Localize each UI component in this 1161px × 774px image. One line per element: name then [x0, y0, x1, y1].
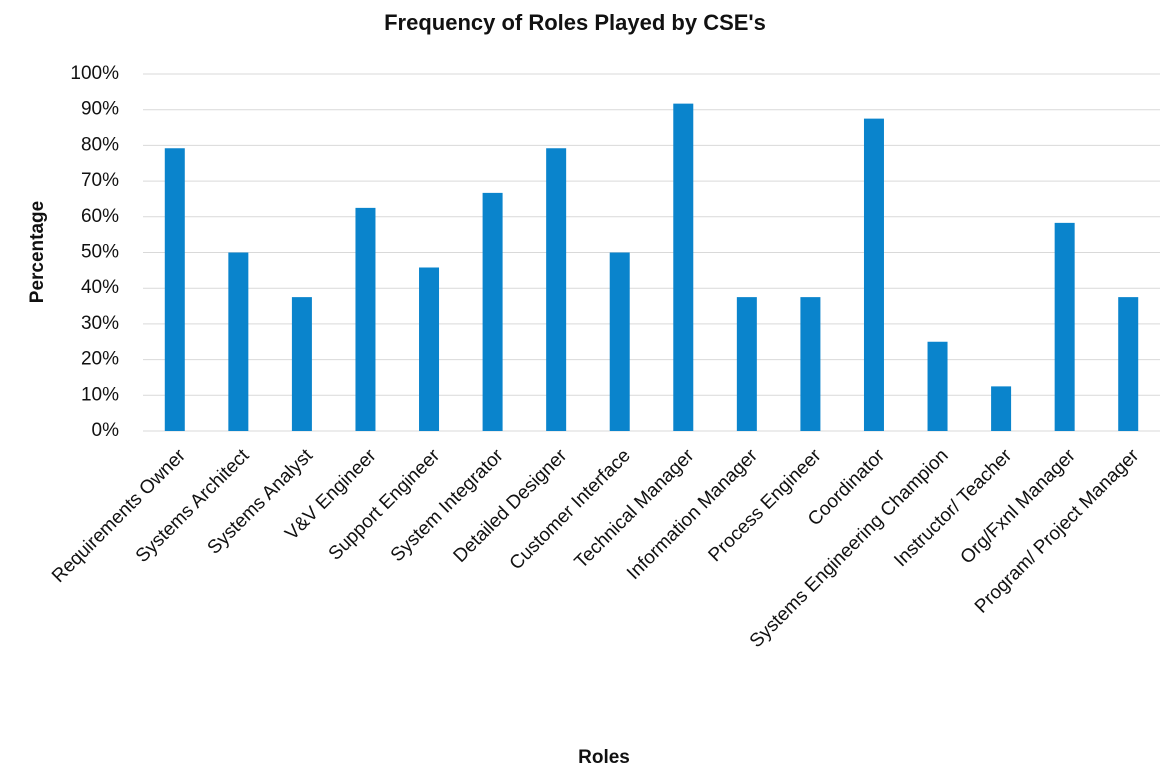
bar [609, 252, 630, 431]
bar [482, 192, 503, 431]
x-tick-label: System Integrator [387, 445, 508, 566]
bar [673, 103, 694, 432]
y-tick-label: 10% [81, 384, 119, 405]
bar [736, 297, 757, 431]
bar [863, 118, 884, 431]
x-tick-label: Systems Architect [132, 445, 254, 567]
x-tick-label: Customer Interface [506, 445, 635, 574]
y-tick-label: 20% [81, 349, 119, 370]
bar [228, 252, 249, 431]
x-tick-label: Support Engineer [325, 445, 445, 565]
bar [800, 297, 821, 431]
bar [291, 297, 312, 431]
bar [1118, 297, 1139, 431]
x-tick-label: Instructor/ Teacher [890, 445, 1016, 571]
y-tick-label: 60% [81, 206, 119, 227]
y-tick-label: 80% [81, 134, 119, 155]
y-tick-label: 50% [81, 242, 119, 263]
bar [1054, 222, 1075, 431]
x-tick-label: Org/Fxnl Manager [957, 445, 1081, 569]
x-tick-label: Detailed Designer [450, 445, 572, 567]
y-tick-label: 90% [81, 99, 119, 120]
y-tick-label: 70% [81, 170, 119, 191]
bar [991, 386, 1012, 431]
x-axis-title: Roles [578, 747, 630, 768]
chart-title: Frequency of Roles Played by CSE's [384, 10, 766, 35]
y-tick-label: 30% [81, 313, 119, 334]
y-tick-label: 40% [81, 277, 119, 298]
y-tick-label: 0% [92, 420, 120, 441]
y-axis-title: Percentage [27, 201, 48, 303]
x-tick-label: Technical Manager [571, 445, 699, 573]
x-tick-label: Process Engineer [705, 445, 826, 566]
y-tick-label: 100% [70, 63, 119, 84]
bar [927, 341, 948, 431]
bar [419, 267, 440, 431]
bar [164, 148, 185, 432]
bar [355, 207, 376, 431]
bar [546, 148, 567, 432]
